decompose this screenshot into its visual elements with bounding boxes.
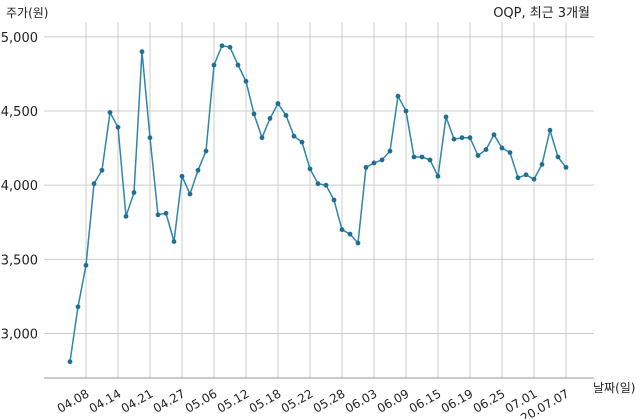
data-point [267,116,273,121]
data-point [411,154,417,160]
x-tick-label: 05.22 [279,386,316,415]
data-point [99,167,105,173]
data-point [363,164,369,170]
data-point [443,114,449,120]
data-point [499,145,505,151]
data-point [331,197,337,203]
data-point [115,124,121,130]
x-tick-label: 05.18 [247,386,284,415]
data-point [427,157,433,163]
data-point [563,164,569,170]
data-point [83,262,89,268]
x-tick-label: 04.21 [119,386,156,415]
price-line [69,44,567,362]
data-point [435,173,441,179]
data-point [195,167,201,173]
data-point [555,154,561,160]
data-point [547,127,553,133]
x-tick-label: 06.25 [471,386,508,415]
data-point [211,62,217,68]
data-point [67,359,73,365]
data-point [187,191,193,197]
data-point [323,182,329,188]
y-tick-label: 4,500 [1,105,38,120]
data-point [379,157,385,163]
x-tick-label: 06.19 [439,386,476,415]
data-point [307,166,313,172]
y-tick-labels: 3,000 3,500 4,000 4,500 5,000 [1,31,38,343]
data-point [371,160,377,166]
data-point [523,172,529,178]
x-tick-labels: 04.0804.1404.2104.2705.0605.1205.1805.22… [55,386,572,419]
x-tick-label: 06.09 [375,386,412,415]
data-point [403,108,409,114]
x-tick-label: 05.12 [215,386,252,415]
data-point [475,153,481,158]
data-point [123,213,129,219]
data-point [179,173,185,179]
data-point [339,227,345,233]
y-axis-label: 주가(원) [6,6,48,20]
x-tick-label: 04.14 [87,386,124,415]
data-point [171,239,177,244]
y-tick-label: 4,000 [1,179,38,194]
data-point [235,62,241,68]
data-point [291,133,297,139]
grid-lines [44,22,594,378]
y-tick-label: 3,000 [1,328,38,343]
data-point [219,43,225,49]
data-point [227,44,233,50]
data-point [491,132,497,138]
data-point [147,135,153,141]
data-point [395,93,401,99]
data-point [155,212,161,218]
x-tick-label: 05.28 [311,386,348,415]
data-point [467,135,473,141]
data-point [315,181,321,187]
x-tick-label: 05.06 [183,386,220,415]
data-point [347,231,353,237]
chart-title: OQP, 최근 3개월 [493,6,590,21]
data-point [243,78,249,84]
data-point [139,49,145,55]
data-point [107,110,113,115]
data-point [299,139,305,145]
data-point [539,162,545,167]
data-point [251,111,257,117]
data-point [507,150,513,155]
data-point [275,101,281,106]
x-tick-label: 06.15 [407,386,444,415]
x-tick-label: 04.27 [151,386,188,415]
data-point [131,190,137,195]
y-tick-label: 3,500 [1,253,38,268]
x-tick-label: 04.08 [55,386,92,415]
data-point [283,113,289,118]
data-point [387,148,393,154]
data-point [355,240,361,246]
data-point [459,135,465,141]
data-point [515,175,521,181]
data-point [91,181,97,187]
data-point [75,304,81,310]
data-point [451,136,457,142]
data-point [259,135,265,141]
x-tick-label: 06.03 [343,386,380,415]
data-point [163,210,169,216]
price-points [67,43,569,365]
y-tick-label: 5,000 [1,31,38,46]
data-point [483,147,489,152]
data-point [203,148,209,154]
x-axis-label: 날짜(일) [593,381,635,395]
data-point [531,176,537,182]
data-point [419,154,425,160]
